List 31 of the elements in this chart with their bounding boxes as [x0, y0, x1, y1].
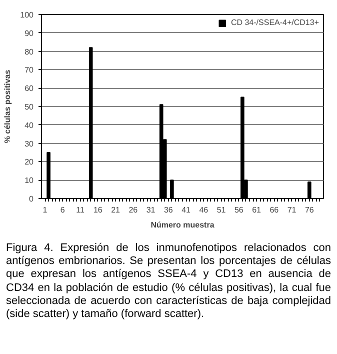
y-tick-label: 30	[24, 139, 34, 148]
y-tick-label: 50	[24, 102, 34, 112]
y-tick-label: 70	[24, 66, 34, 75]
text: Figura 4. Expresión de los inmunofenotipos relacionados con antígenos embrionarios. Se presentan los porcentajes de células que expresan los antígenos SSEA-4 y CD13 en ausencia de CD34 en la población de estudio (% células positivas), la cual fue seleccionada de acuerdo con características de baja complejidad (side scatter) y tamaño (forward scatter).	[6, 242, 331, 322]
y-tick-label: 20	[24, 158, 34, 167]
x-tick-label: 31	[146, 206, 156, 214]
x-tick-label: 56	[234, 206, 244, 214]
x-axis-title: Número muestra	[150, 220, 215, 230]
y-tick-label: 0	[29, 194, 34, 204]
x-tick-label: 41	[182, 206, 192, 214]
x-tick-label: 11	[76, 206, 85, 214]
x-tick-label: 21	[111, 206, 121, 214]
y-tick-label: 40	[24, 120, 34, 130]
y-tick-label: 90	[24, 28, 34, 38]
x-tick-label: 71	[287, 206, 297, 214]
x-tick-label: 66	[270, 206, 280, 214]
x-tick-label: 16	[93, 206, 103, 214]
x-tick-label: 51	[216, 206, 226, 214]
y-tick-label: 100	[20, 10, 34, 20]
x-tick-label: 26	[128, 206, 138, 214]
y-tick-label: 60	[24, 84, 34, 94]
x-tick-label: 6	[60, 206, 66, 214]
y-tick-label: 10	[24, 176, 34, 186]
x-tick-label: 1	[42, 206, 48, 214]
x-tick-label: 36	[164, 206, 174, 214]
x-tick-label: 61	[252, 206, 262, 214]
y-tick-label: 80	[24, 47, 34, 56]
x-tick-label: 76	[304, 206, 314, 214]
y-axis-title: % células positivas	[3, 69, 12, 144]
legend-label: CD 34-/SSEA-4+/CD13+	[230, 18, 319, 27]
x-tick-label: 46	[199, 206, 209, 214]
